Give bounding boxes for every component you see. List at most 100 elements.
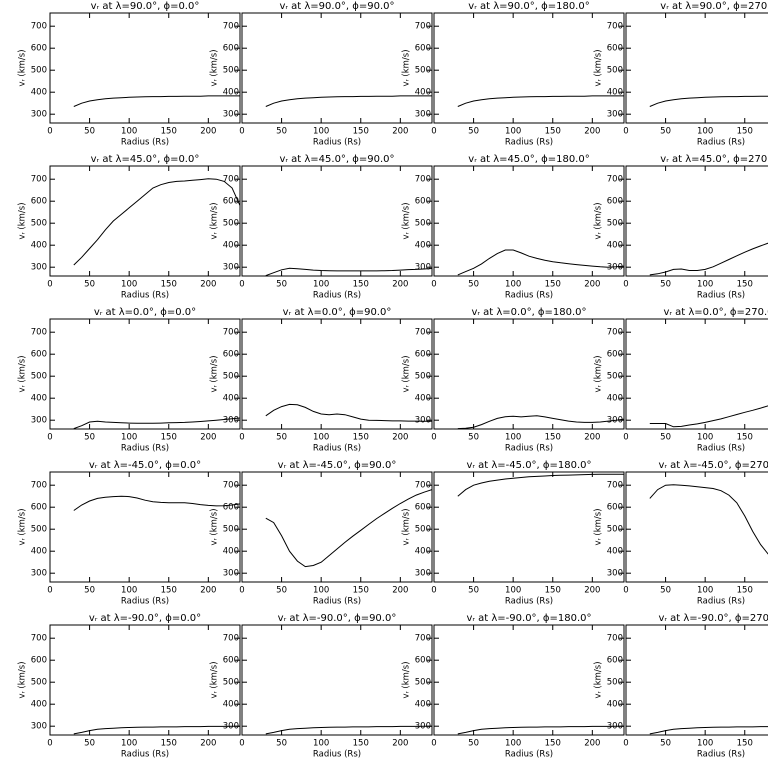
panel: vᵣ at λ=-90.0°, ϕ=0.0° 0 50 100 150 200 300 400… — [18, 613, 241, 760]
x-tick-label: 50 — [468, 586, 479, 596]
y-tick-label: 400 — [415, 700, 431, 710]
y-tick-label: 400 — [607, 700, 623, 710]
y-tick-label: 600 — [607, 350, 623, 360]
y-tick-label: 300 — [223, 110, 239, 120]
plot-area — [73, 178, 240, 266]
y-tick-label: 500 — [223, 66, 239, 76]
x-axis-label: Radius (Rs) — [505, 138, 553, 148]
y-tick-label: 400 — [415, 547, 431, 557]
y-tick-label: 700 — [607, 481, 623, 491]
y-tick-label: 700 — [31, 328, 47, 338]
x-tick-label: 150 — [161, 127, 177, 137]
y-tick-label: 700 — [607, 175, 623, 185]
y-tick-label: 700 — [31, 634, 47, 644]
y-tick-label: 300 — [415, 110, 431, 120]
y-axis-label: vᵣ (km/s) — [210, 355, 220, 392]
data-line — [649, 484, 768, 555]
x-axis-label: Radius (Rs) — [505, 444, 553, 454]
x-tick-label: 100 — [121, 127, 137, 137]
plot-frame — [49, 471, 241, 583]
y-tick-label: 400 — [31, 394, 47, 404]
y-tick-label: 300 — [607, 416, 623, 426]
y-tick-label: 300 — [607, 110, 623, 120]
x-tick-label: 150 — [737, 127, 753, 137]
y-tick-label: 500 — [607, 66, 623, 76]
y-tick-label: 500 — [223, 372, 239, 382]
panel: vᵣ at λ=90.0°, ϕ=90.0° 0 50 100 150 200 300 400… — [210, 1, 433, 148]
x-tick-label: 0 — [623, 433, 628, 443]
panel: vᵣ at λ=90.0°, ϕ=180.0° 0 50 100 150 200 300 40… — [402, 1, 625, 148]
x-tick-label: 200 — [200, 586, 216, 596]
x-tick-label: 0 — [239, 586, 244, 596]
plot-area — [457, 725, 624, 735]
panel: vᵣ at λ=0.0°, ϕ=270.0°050100150200300400… — [594, 307, 768, 454]
x-axis-label: Radius (Rs) — [121, 291, 169, 301]
x-tick-label: 50 — [660, 739, 671, 749]
x-tick-label: 0 — [47, 433, 52, 443]
y-tick-label: 700 — [223, 22, 239, 32]
y-tick-label: 700 — [223, 175, 239, 185]
x-axis-label: Radius (Rs) — [313, 291, 361, 301]
x-tick-label: 50 — [660, 280, 671, 290]
x-axis-label: Radius (Rs) — [313, 444, 361, 454]
x-tick-label: 100 — [505, 127, 521, 137]
plot-area — [649, 726, 768, 735]
x-tick-label: 200 — [392, 127, 408, 137]
y-tick-label: 600 — [607, 503, 623, 513]
panel: vᵣ at λ=-45.0°, ϕ=270.0°0501001502003004… — [594, 460, 768, 607]
plot-area — [457, 473, 624, 497]
x-tick-label: 150 — [353, 586, 369, 596]
x-tick-label: 150 — [353, 739, 369, 749]
x-tick-label: 50 — [276, 127, 287, 137]
y-axis-label: vᵣ (km/s) — [594, 355, 604, 392]
x-axis-label: Radius (Rs) — [697, 291, 745, 301]
plot-frame — [433, 624, 625, 736]
y-tick-label: 600 — [31, 350, 47, 360]
plot-area — [649, 95, 768, 107]
y-tick-label: 500 — [31, 678, 47, 688]
x-tick-label: 100 — [697, 280, 713, 290]
x-axis-label: Radius (Rs) — [121, 444, 169, 454]
plot-area — [457, 415, 624, 429]
x-tick-label: 150 — [737, 586, 753, 596]
y-axis-label: vᵣ (km/s) — [210, 508, 220, 545]
x-axis-label: Radius (Rs) — [505, 291, 553, 301]
y-tick-label: 400 — [223, 394, 239, 404]
panel-title: vᵣ at λ=-90.0°, ϕ=90.0° — [278, 613, 397, 624]
y-tick-label: 500 — [607, 525, 623, 535]
y-tick-label: 300 — [223, 569, 239, 579]
data-line — [265, 725, 432, 735]
x-tick-label: 100 — [505, 280, 521, 290]
y-axis-label: vᵣ (km/s) — [594, 661, 604, 698]
x-tick-label: 150 — [545, 586, 561, 596]
y-axis-label: vᵣ (km/s) — [210, 661, 220, 698]
panel-title: vᵣ at λ=0.0°, ϕ=180.0° — [471, 307, 586, 318]
y-tick-label: 400 — [31, 700, 47, 710]
plot-frame — [433, 471, 625, 583]
x-tick-label: 150 — [737, 739, 753, 749]
plot-frame — [625, 12, 768, 124]
y-tick-label: 300 — [223, 722, 239, 732]
panel-title: vᵣ at λ=90.0°, ϕ=0.0° — [91, 1, 200, 12]
y-tick-label: 600 — [31, 44, 47, 54]
x-tick-label: 100 — [697, 433, 713, 443]
plot-area — [457, 249, 624, 276]
x-tick-label: 0 — [47, 739, 52, 749]
x-tick-label: 150 — [353, 127, 369, 137]
y-tick-label: 500 — [31, 525, 47, 535]
y-tick-label: 600 — [607, 44, 623, 54]
x-tick-label: 100 — [121, 433, 137, 443]
panel-title: vᵣ at λ=-45.0°, ϕ=90.0° — [278, 460, 397, 471]
y-tick-label: 300 — [223, 263, 239, 273]
panel-title: vᵣ at λ=-45.0°, ϕ=180.0° — [466, 460, 591, 471]
panel: vᵣ at λ=0.0°, ϕ=180.0° 0 50 100 150 200 300 400… — [402, 307, 625, 454]
y-axis-label: vᵣ (km/s) — [18, 202, 28, 239]
y-axis-label: vᵣ (km/s) — [594, 202, 604, 239]
panel: vᵣ at λ=0.0°, ϕ=0.0° 0 50 100 150 200 300 400 50… — [18, 307, 241, 454]
data-line — [265, 267, 432, 276]
y-tick-label: 400 — [607, 394, 623, 404]
panel-title: vᵣ at λ=90.0°, ϕ=270.0° — [660, 1, 768, 12]
x-axis-label: Radius (Rs) — [313, 138, 361, 148]
data-line — [457, 473, 624, 497]
panel-title: vᵣ at λ=45.0°, ϕ=270.0° — [660, 154, 768, 165]
